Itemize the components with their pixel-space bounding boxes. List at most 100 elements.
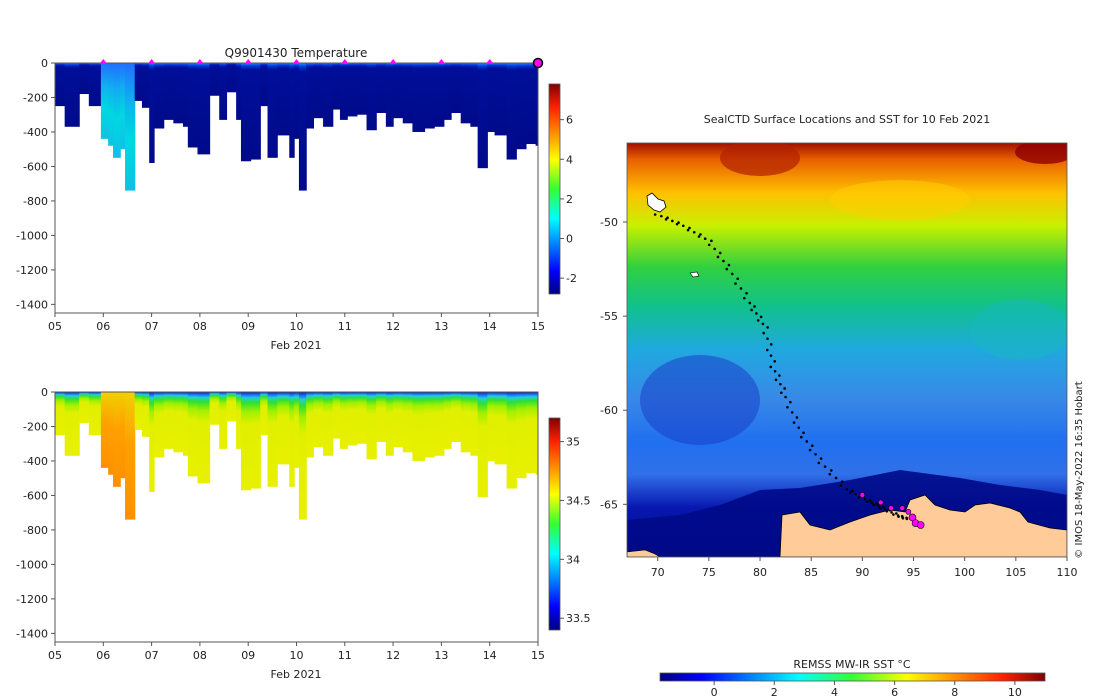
profile-column	[356, 392, 368, 444]
surface-marker	[292, 59, 301, 64]
profile-column	[376, 63, 387, 113]
profile-column	[219, 63, 228, 120]
sst-mid-patch	[970, 300, 1067, 360]
sst-warm-patch	[1015, 143, 1067, 164]
track-point	[739, 287, 743, 290]
colorbar-tick-label: -2	[566, 272, 577, 285]
lat-tick-label: -65	[600, 498, 618, 511]
track-point	[734, 282, 737, 285]
colorbar-tick-label: 6	[566, 114, 573, 127]
profile-column	[149, 63, 155, 163]
profile-column	[451, 63, 462, 113]
y-tick-label: -600	[23, 160, 48, 173]
track-point	[660, 214, 663, 218]
track-point	[868, 499, 872, 502]
profile-column	[163, 392, 174, 449]
lon-tick-label: 90	[855, 566, 869, 579]
track-point	[792, 421, 796, 424]
profile-column	[154, 392, 165, 458]
profile-column	[289, 392, 295, 487]
track-point	[765, 348, 769, 352]
track-point	[756, 319, 760, 322]
profile-column	[141, 392, 150, 437]
track-point	[718, 251, 722, 255]
profile-column	[163, 63, 174, 120]
y-tick-label: -1400	[16, 298, 48, 311]
profile-column	[125, 392, 136, 520]
profile-column	[79, 392, 90, 424]
y-tick-label: -600	[23, 489, 48, 502]
profile-column	[525, 63, 537, 145]
profile-column	[494, 392, 508, 465]
surface-marker	[244, 59, 253, 64]
profile-column	[306, 392, 315, 458]
profile-column	[108, 392, 114, 475]
sst-colorbar-tick-label: 0	[711, 686, 718, 699]
profile-column	[434, 63, 445, 127]
profile-column	[313, 392, 324, 448]
lat-tick-label: -50	[600, 216, 618, 229]
profile-column	[197, 63, 211, 155]
track-point	[829, 469, 833, 472]
surface-marker	[195, 59, 204, 64]
track-point	[686, 228, 690, 232]
profile-column	[182, 63, 189, 127]
x-tick-label: 06	[96, 649, 110, 662]
lon-tick-label: 85	[804, 566, 818, 579]
profile-column	[487, 63, 496, 132]
salinity-panel: 0-200-400-600-800-1000-1200-1400 05 06 07 0…	[16, 386, 590, 681]
track-point	[839, 484, 843, 487]
track-point	[722, 259, 725, 263]
surface-marker	[485, 59, 494, 64]
track-point	[773, 359, 777, 363]
track-point	[854, 492, 858, 496]
track-point	[790, 411, 794, 414]
y-tick-label: -400	[23, 126, 48, 139]
track-point	[797, 426, 801, 429]
profile-column	[356, 63, 368, 115]
x-tick-label: 13	[434, 320, 448, 333]
track-point	[699, 233, 702, 236]
track-point	[863, 497, 866, 501]
profile-column	[451, 392, 462, 442]
track-point	[851, 489, 854, 493]
profile-column	[226, 392, 237, 422]
track-point	[817, 461, 821, 465]
track-point	[872, 503, 875, 507]
surface-marker	[147, 59, 156, 64]
profile-column	[393, 392, 404, 448]
track-point	[819, 457, 823, 460]
profile-column	[347, 392, 358, 446]
profile-column	[182, 392, 189, 456]
x-tick-label: 08	[193, 320, 207, 333]
sst-colorbar-tick-label: 8	[951, 686, 958, 699]
y-tick-label: -800	[23, 524, 48, 537]
track-point	[653, 213, 657, 216]
profile-column	[339, 63, 348, 120]
profile-column	[323, 63, 334, 127]
x-tick-label: 09	[241, 320, 255, 333]
track-point	[707, 243, 711, 247]
profile-column	[197, 392, 211, 484]
track-point	[800, 435, 803, 439]
y-tick-label: -200	[23, 91, 48, 104]
colorbar-tick-label: 34.5	[566, 494, 591, 507]
profile-column	[313, 63, 324, 119]
profile-column	[332, 63, 341, 110]
sst-colorbar-tick-label: 4	[831, 686, 838, 699]
profile-column	[347, 63, 358, 117]
colorbar-tick-label: 35	[566, 436, 580, 449]
sst-colorbar-label: REMSS MW-IR SST °C	[793, 658, 911, 671]
track-point	[857, 496, 861, 499]
y-tick-label: -1200	[16, 593, 48, 606]
profile-column	[209, 63, 220, 96]
y-tick-label: -1000	[16, 229, 48, 242]
colorbar-tick-label: 4	[566, 153, 573, 166]
track-point	[725, 267, 729, 271]
y-tick-label: 0	[41, 57, 48, 70]
track-point	[875, 502, 878, 506]
x-tick-label: 14	[483, 320, 497, 333]
x-tick-label: 13	[434, 649, 448, 662]
track-point	[745, 291, 748, 295]
track-point	[778, 374, 781, 377]
